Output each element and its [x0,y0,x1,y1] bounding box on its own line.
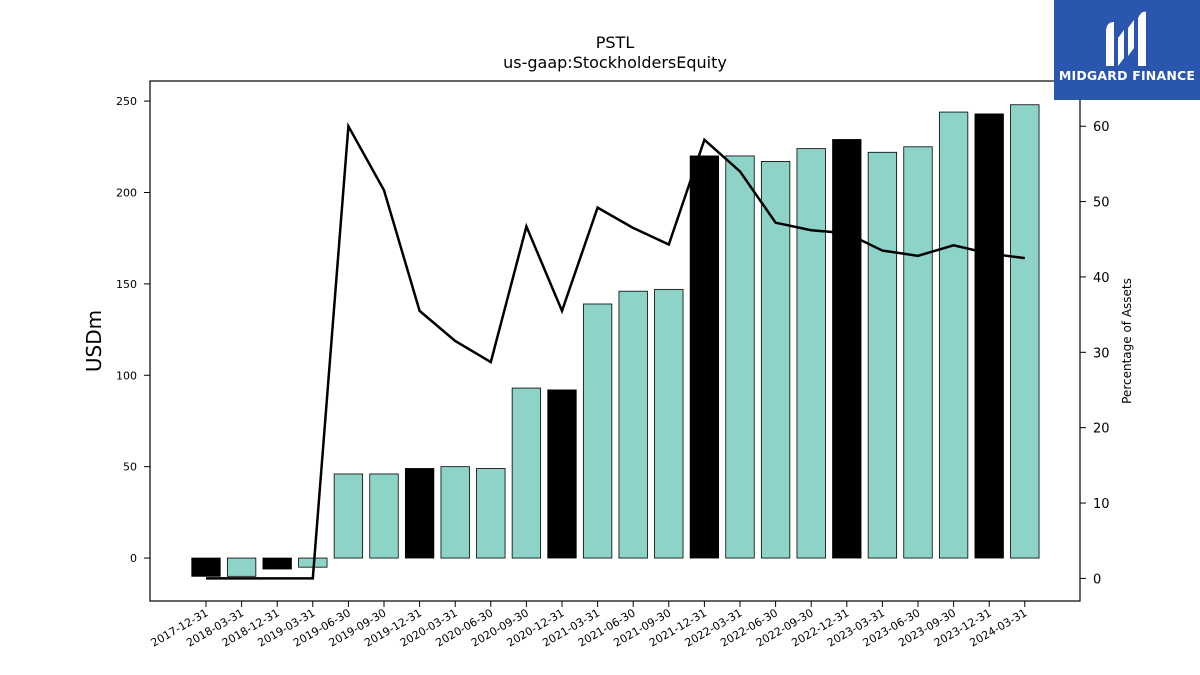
y-axis-left: 0 50 100 150 200 250 [116,95,150,565]
bar [618,290,648,559]
bar [191,557,221,577]
line-series [206,121,1025,580]
bar [974,113,1004,559]
bar [689,155,720,559]
bar [333,473,364,559]
y-right-tick-label: 50 [1093,196,1110,211]
brand-logo: MIDGARD FINANCE [1054,0,1200,100]
bar [903,146,933,559]
y-tick-label: 150 [116,278,137,291]
bar [440,466,470,559]
y-right-tick-label: 20 [1093,422,1110,437]
bar [654,288,684,559]
y-right-tick-label: 40 [1093,271,1110,286]
chart-subtitle: us-gaap:StockholdersEquity [503,53,727,72]
y-axis-right: 0 10 20 30 40 50 60 [1080,120,1110,587]
bar [511,387,542,559]
bar [725,155,755,559]
bar [582,303,613,559]
x-axis: 2017-12-312018-03-312018-12-312019-03-31… [149,601,1029,650]
y-right-tick-label: 60 [1093,120,1110,135]
bar [796,148,826,559]
y-tick-label: 250 [116,95,137,108]
plot-frame [149,80,1081,602]
line-series-path [206,121,1025,580]
y-right-tick-label: 30 [1093,346,1110,361]
y-right-tick-label: 10 [1093,497,1110,512]
y-tick-label: 100 [116,369,137,382]
bar [476,468,506,559]
y-axis-right-label: Percentage of Assets [1120,278,1134,404]
bar [226,557,257,577]
bar [760,161,791,559]
bar [867,151,898,559]
bar [938,111,969,559]
y-right-tick-label: 0 [1093,572,1101,587]
y-tick-label: 200 [116,186,137,199]
brand-name: MIDGARD FINANCE [1058,68,1196,83]
bar [262,557,292,570]
bar [1010,104,1040,559]
bar [404,468,435,559]
bar [547,389,577,559]
bar [369,473,399,559]
chart-title: PSTL [596,33,635,52]
brand-mark-icon [1106,11,1146,67]
y-axis-left-label: USDm [82,310,106,372]
bar-series [191,104,1040,577]
y-tick-label: 0 [130,552,137,565]
bar [832,139,862,559]
y-tick-label: 50 [123,461,137,474]
